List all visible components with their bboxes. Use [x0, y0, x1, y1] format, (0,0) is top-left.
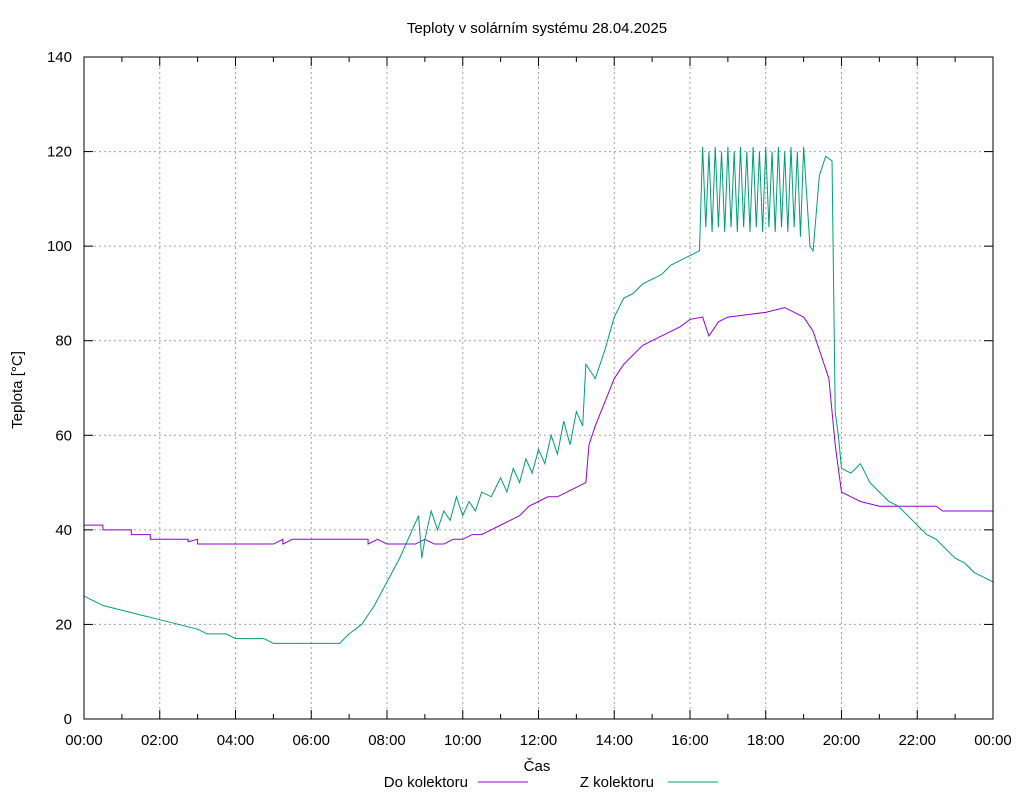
chart-title: Teploty v solárním systému 28.04.2025	[407, 20, 667, 37]
x-tick-label: 08:00	[368, 732, 406, 749]
x-tick-label: 00:00	[974, 732, 1012, 749]
x-axis-label: Čas	[524, 758, 551, 775]
x-tick-label: 18:00	[747, 732, 785, 749]
legend-label: Do kolektoru	[384, 774, 468, 791]
x-tick-label: 16:00	[671, 732, 709, 749]
ticks: 0 20 40 60 80 100 120 140 00:00 02:00 04:00 06:00 08…	[47, 49, 1012, 749]
y-tick-label: 20	[55, 616, 72, 633]
y-tick-label: 140	[47, 49, 72, 66]
x-tick-label: 06:00	[292, 732, 330, 749]
x-tick-label: 02:00	[141, 732, 179, 749]
y-tick-label: 100	[47, 238, 72, 255]
x-tick-label: 04:00	[217, 732, 255, 749]
y-tick-label: 120	[47, 144, 72, 161]
x-tick-label: 12:00	[520, 732, 558, 749]
x-tick-label: 14:00	[595, 732, 633, 749]
legend-item: Do kolektoru	[384, 774, 528, 791]
y-tick-label: 80	[55, 333, 72, 350]
legend: Do kolektoru Z kolektoru	[384, 774, 718, 791]
x-tick-label: 00:00	[65, 732, 103, 749]
y-axis-label: Teplota [°C]	[9, 351, 26, 429]
y-tick-label: 0	[64, 711, 72, 728]
y-tick-label: 40	[55, 522, 72, 539]
grid	[84, 57, 993, 719]
legend-item: Z kolektoru	[580, 774, 718, 791]
series-line-2	[83, 146, 994, 644]
x-tick-label: 20:00	[823, 732, 861, 749]
legend-label: Z kolektoru	[580, 774, 654, 791]
series-line-1	[84, 307, 993, 545]
x-tick-label: 22:00	[898, 732, 936, 749]
x-tick-label: 10:00	[444, 732, 482, 749]
y-tick-label: 60	[55, 427, 72, 444]
series-layer	[83, 146, 994, 644]
